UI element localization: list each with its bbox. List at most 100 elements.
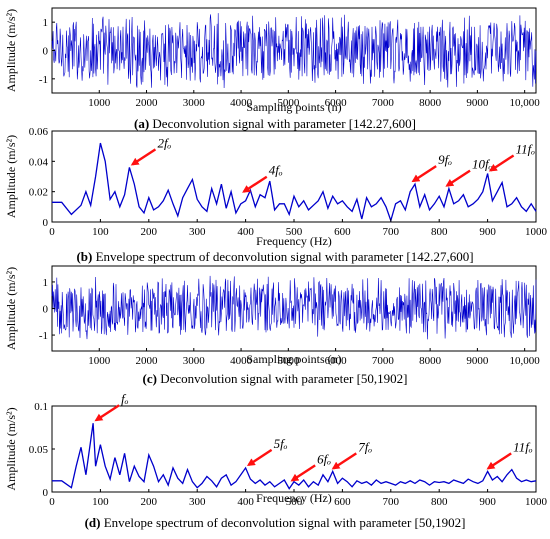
x-tick-label: 9000 bbox=[466, 97, 489, 109]
annotation-label: 5fₒ bbox=[274, 436, 288, 451]
panel-caption: (d) Envelope spectrum of deconvolution s… bbox=[85, 515, 466, 530]
annotation-label: fₒ bbox=[121, 391, 129, 406]
y-axis-label: Amplitude (m/s²) bbox=[4, 9, 18, 92]
x-tick-label: 300 bbox=[189, 496, 206, 508]
x-tick-label: 8000 bbox=[419, 97, 442, 109]
caption-prefix: (c) bbox=[143, 371, 161, 386]
chart-panel-3: 1000 2000 3000 4000 5000 6000 7000 8000 9000 10,0… bbox=[4, 265, 541, 386]
annotation-label: 6fₒ bbox=[317, 451, 331, 466]
annotation-arrow bbox=[94, 404, 120, 422]
x-tick-label: 700 bbox=[383, 496, 400, 508]
x-tick-label: 100 bbox=[92, 496, 109, 508]
annotation-label: 11fₒ bbox=[516, 141, 536, 156]
x-tick-label: 3000 bbox=[183, 97, 206, 109]
x-tick-label: 1000 bbox=[88, 97, 111, 109]
caption-prefix: (b) bbox=[76, 249, 95, 264]
y-axis-label: Amplitude (m/s²) bbox=[4, 135, 18, 218]
annotation-label: 4fₒ bbox=[269, 163, 283, 178]
x-tick-label: 200 bbox=[141, 496, 158, 508]
caption-text: Deconvolution signal with parameter [50,… bbox=[160, 371, 407, 386]
panel-caption: (c) Deconvolution signal with parameter … bbox=[143, 371, 408, 386]
y-tick-label: 0.1 bbox=[34, 401, 48, 413]
x-tick-label: 1000 bbox=[525, 226, 548, 238]
annotation-label: 9fₒ bbox=[438, 152, 452, 167]
y-tick-label: 0.04 bbox=[29, 156, 49, 168]
y-tick-label: 0.05 bbox=[29, 444, 49, 456]
x-tick-label: 2000 bbox=[136, 355, 159, 367]
annotation-arrow bbox=[130, 148, 157, 166]
series-line bbox=[52, 142, 537, 223]
x-tick-label: 500 bbox=[286, 496, 303, 508]
annotation-label: 11fₒ bbox=[513, 439, 533, 454]
x-tick-label: 600 bbox=[334, 226, 351, 238]
x-tick-label: 7000 bbox=[372, 97, 395, 109]
x-tick-label: 4000 bbox=[230, 97, 253, 109]
x-tick-label: 100 bbox=[92, 226, 109, 238]
x-tick-label: 10,000 bbox=[510, 355, 541, 367]
y-tick-label: -1 bbox=[39, 330, 48, 342]
x-tick-label: 400 bbox=[237, 496, 254, 508]
x-tick-label: 400 bbox=[237, 226, 254, 238]
panel-caption: (a) Deconvolution signal with parameter … bbox=[134, 116, 416, 131]
series-line bbox=[52, 423, 537, 490]
y-tick-label: 0.06 bbox=[29, 126, 49, 138]
caption-prefix: (a) bbox=[134, 116, 152, 131]
x-tick-label: 4000 bbox=[230, 355, 253, 367]
x-tick-label: 5000 bbox=[277, 97, 300, 109]
annotation-arrow bbox=[488, 154, 515, 172]
annotation-label: 10fₒ bbox=[472, 157, 493, 172]
plot-frame bbox=[51, 130, 537, 223]
x-tick-label: 800 bbox=[431, 496, 448, 508]
chart-panel-4: 0 100 200 300 400 500 600 700 800 900 1000 0 0.05 0.1… bbox=[4, 391, 548, 530]
x-tick-label: 7000 bbox=[372, 355, 395, 367]
x-tick-label: 6000 bbox=[325, 97, 348, 109]
x-tick-label: 600 bbox=[334, 496, 351, 508]
y-tick-label: 1 bbox=[43, 17, 49, 29]
chart-panel-2: 0 100 200 300 400 500 600 700 800 900 1000 0 0.02 0.0… bbox=[4, 126, 548, 264]
x-tick-label: 200 bbox=[141, 226, 158, 238]
chart-panel-1: 1000 2000 3000 4000 5000 6000 7000 8000 9000 10,0… bbox=[4, 7, 541, 131]
annotation-arrow bbox=[242, 175, 268, 193]
y-tick-label: 1 bbox=[43, 277, 49, 289]
x-tick-label: 0 bbox=[49, 496, 55, 508]
x-tick-label: 10,000 bbox=[510, 97, 541, 109]
x-tick-label: 800 bbox=[431, 226, 448, 238]
annotation-arrow bbox=[246, 448, 273, 467]
series-line bbox=[51, 275, 537, 340]
x-tick-label: 9000 bbox=[466, 355, 489, 367]
annotation-arrow bbox=[411, 165, 437, 183]
caption-text: Deconvolution signal with parameter [142… bbox=[152, 116, 416, 131]
annotation-arrow bbox=[486, 452, 512, 470]
x-tick-label: 2000 bbox=[136, 97, 159, 109]
y-axis-label: Amplitude (m/s²) bbox=[4, 407, 18, 490]
caption-prefix: (d) bbox=[85, 515, 104, 530]
annotation-label: 2fₒ bbox=[157, 135, 171, 150]
x-tick-label: 1000 bbox=[88, 355, 111, 367]
x-tick-label: 3000 bbox=[183, 355, 206, 367]
y-tick-label: 0 bbox=[43, 217, 49, 229]
y-tick-label: 0 bbox=[43, 487, 49, 499]
caption-text: Envelope spectrum of deconvolution signa… bbox=[104, 515, 466, 530]
y-axis-label: Amplitude (m/s²) bbox=[4, 267, 18, 350]
x-axis-label: Sampling points (n) bbox=[246, 352, 341, 366]
x-tick-label: 5000 bbox=[277, 355, 300, 367]
series-line bbox=[51, 13, 537, 89]
x-tick-label: 1000 bbox=[525, 496, 548, 508]
x-tick-label: 8000 bbox=[419, 355, 442, 367]
y-tick-label: 0.02 bbox=[29, 187, 48, 199]
y-tick-label: -1 bbox=[39, 74, 48, 86]
x-tick-label: 500 bbox=[286, 226, 303, 238]
x-tick-label: 900 bbox=[479, 496, 496, 508]
x-axis-label: Sampling points (n) bbox=[246, 100, 341, 114]
annotation-arrow bbox=[290, 464, 316, 482]
x-axis-label: Frequency (Hz) bbox=[256, 234, 332, 248]
panel-caption: (b) Envelope spectrum of deconvolution s… bbox=[76, 249, 473, 264]
y-tick-label: 0 bbox=[43, 304, 49, 316]
x-axis-label: Frequency (Hz) bbox=[256, 491, 332, 505]
annotation-arrow bbox=[331, 452, 357, 470]
x-tick-label: 0 bbox=[49, 226, 55, 238]
annotation-arrow bbox=[445, 169, 471, 187]
caption-text: Envelope spectrum of deconvolution signa… bbox=[96, 249, 474, 264]
y-tick-label: 0 bbox=[43, 46, 49, 58]
x-tick-label: 6000 bbox=[325, 355, 348, 367]
